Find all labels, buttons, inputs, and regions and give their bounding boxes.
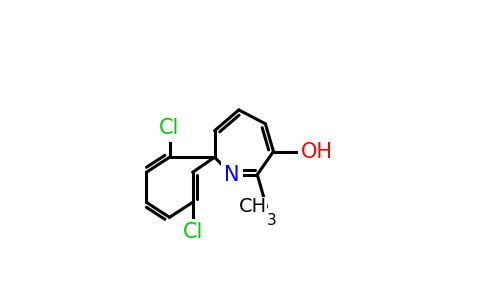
Text: Cl: Cl xyxy=(159,118,180,138)
Text: OH: OH xyxy=(301,142,333,161)
Text: Cl: Cl xyxy=(182,222,203,242)
Text: N: N xyxy=(224,165,240,184)
Text: 3: 3 xyxy=(267,213,276,228)
Text: CH: CH xyxy=(239,197,267,216)
